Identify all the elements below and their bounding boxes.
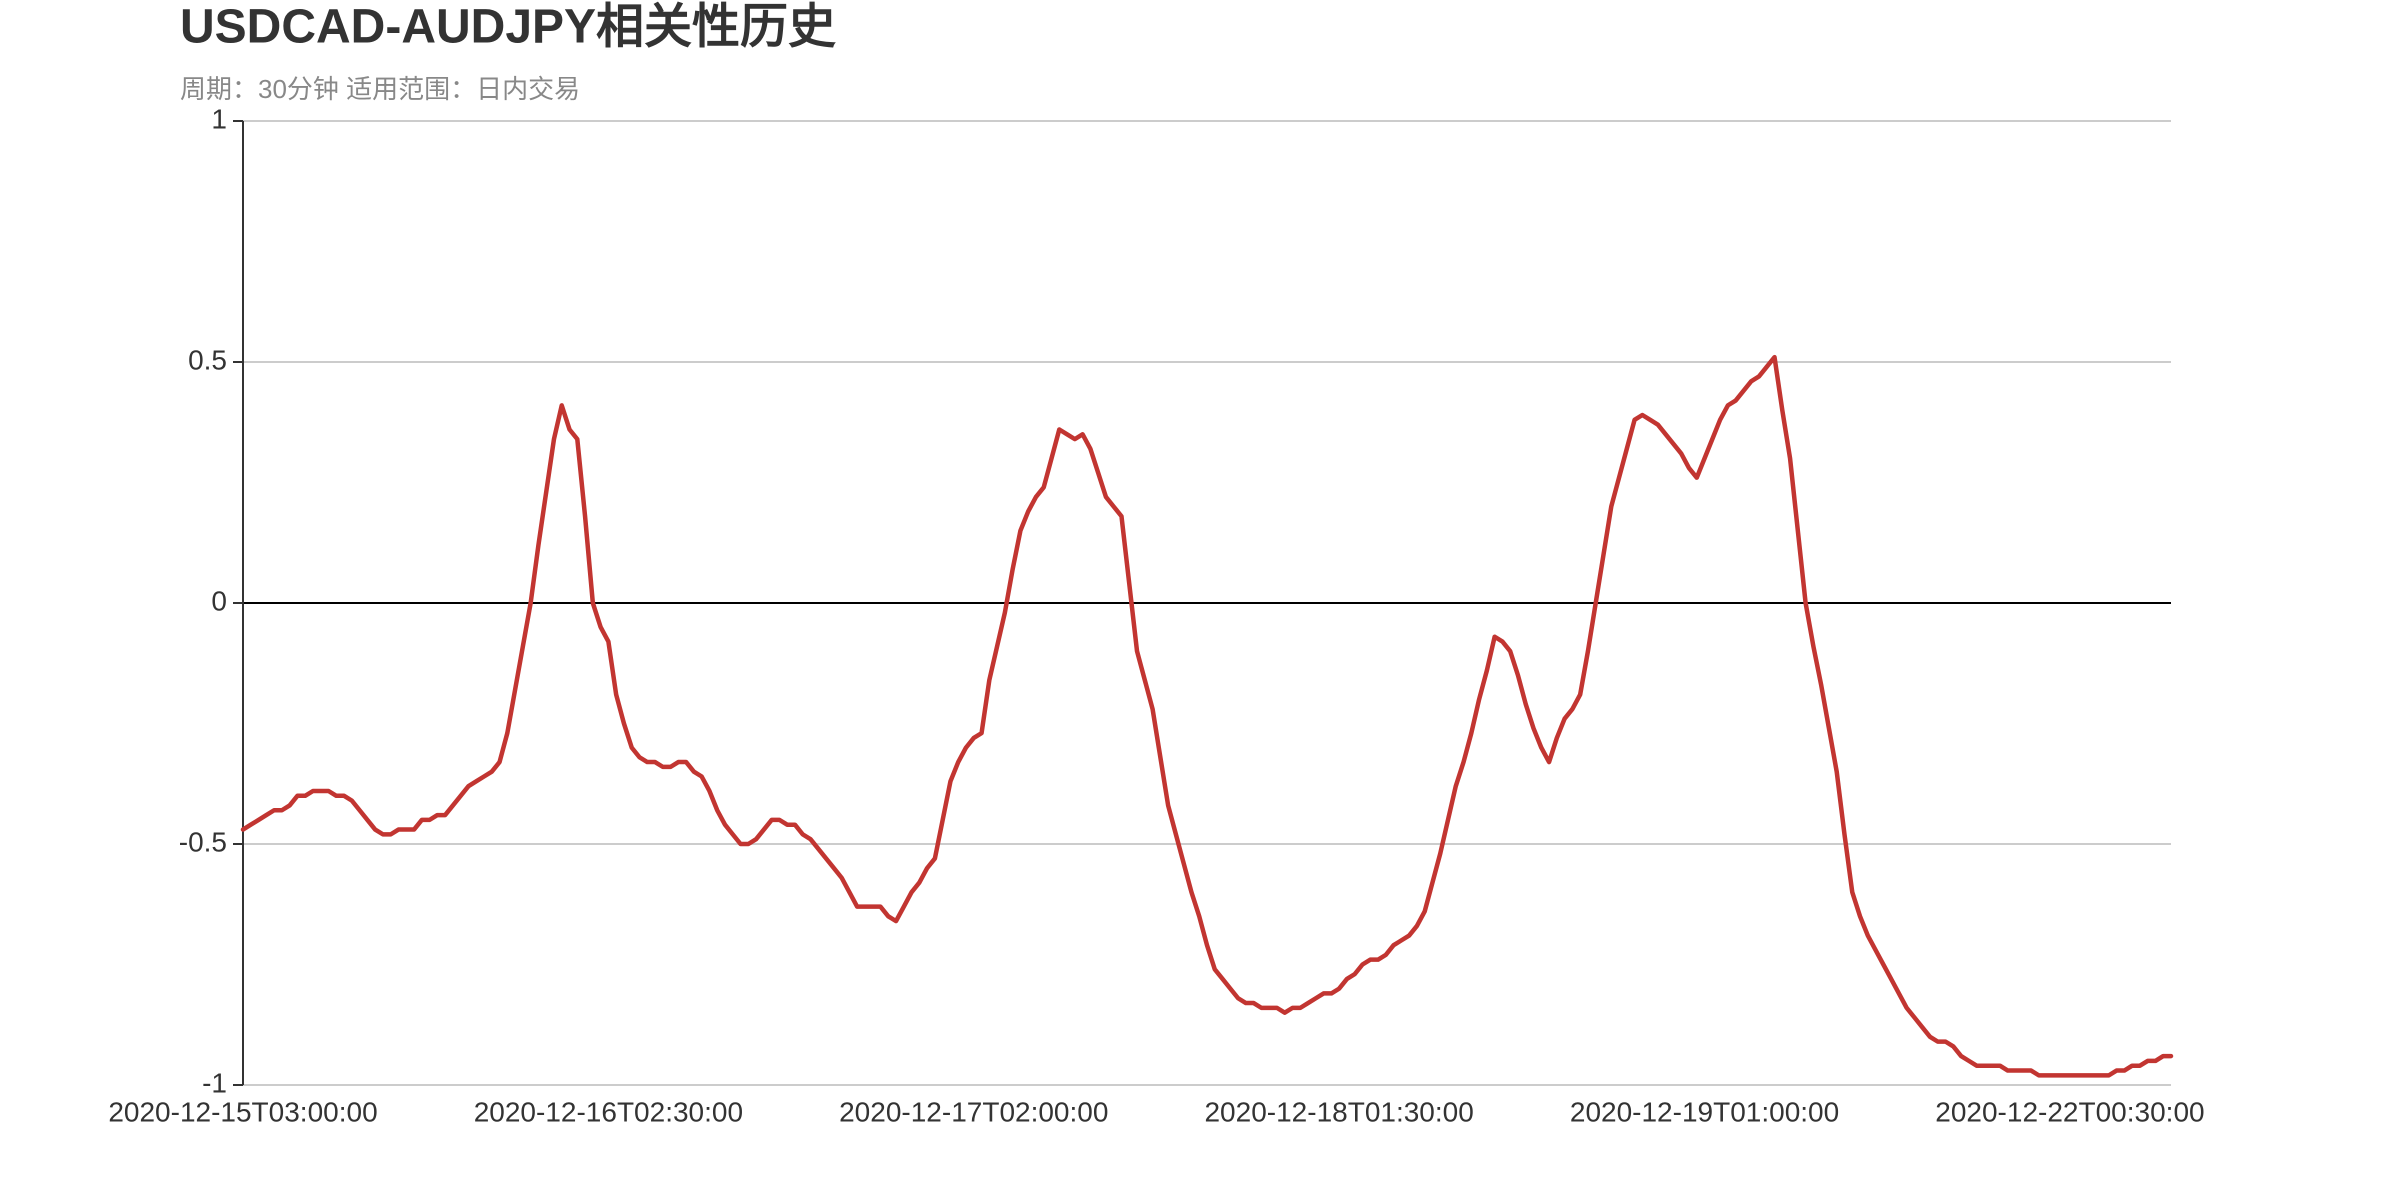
x-tick-label: 2020-12-15T03:00:00 — [108, 1096, 377, 1127]
x-tick-label: 2020-12-17T02:00:00 — [839, 1096, 1108, 1127]
y-tick-label: 1 — [211, 103, 227, 134]
x-tick-label: 2020-12-19T01:00:00 — [1570, 1096, 1839, 1127]
chart-title: USDCAD-AUDJPY相关性历史 — [180, 1, 836, 54]
y-tick-label: 0.5 — [188, 344, 227, 375]
y-tick-label: -1 — [202, 1067, 227, 1098]
x-tick-label: 2020-12-22T00:30:00 — [1935, 1096, 2204, 1127]
y-tick-label: 0 — [211, 585, 227, 616]
x-tick-label: 2020-12-18T01:30:00 — [1204, 1096, 1473, 1127]
x-tick-label: 2020-12-16T02:30:00 — [474, 1096, 743, 1127]
y-tick-label: -0.5 — [179, 826, 227, 857]
chart-subtitle: 周期：30分钟 适用范围：日内交易 — [180, 74, 580, 104]
data-line — [240, 354, 2174, 1078]
